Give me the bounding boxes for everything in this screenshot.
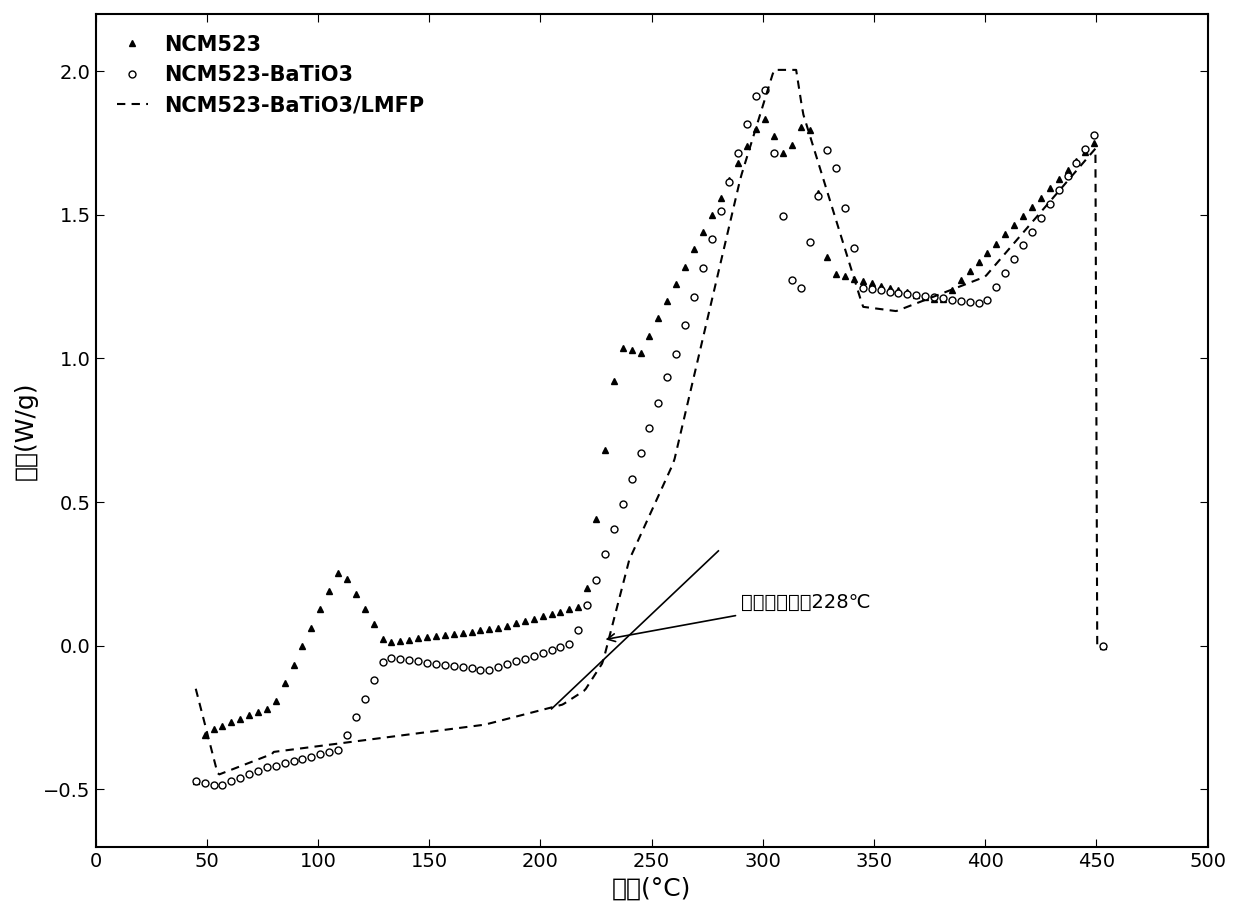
NCM523: [438, 630, 453, 641]
NCM523-BaTiO3: [206, 780, 221, 791]
NCM523: [1043, 183, 1058, 194]
NCM523-BaTiO3: [1033, 212, 1048, 223]
NCM523: [713, 192, 728, 203]
NCM523-BaTiO3: [446, 661, 461, 672]
NCM523: [1024, 201, 1039, 212]
Line: NCM523: NCM523: [192, 115, 1106, 784]
NCM523: [998, 228, 1013, 239]
NCM523-BaTiO3/LMFP: [1094, 640, 1109, 651]
Line: NCM523-BaTiO3: NCM523-BaTiO3: [192, 87, 1106, 789]
NCM523-BaTiO3: [758, 84, 773, 95]
NCM523-BaTiO3: [1007, 254, 1022, 265]
Line: NCM523-BaTiO3/LMFP: NCM523-BaTiO3/LMFP: [196, 69, 1101, 774]
NCM523: [188, 775, 203, 786]
NCM523-BaTiO3/LMFP: [934, 288, 949, 299]
Y-axis label: 热流(W/g): 热流(W/g): [14, 381, 38, 480]
X-axis label: 温度(°C): 温度(°C): [613, 877, 692, 900]
NCM523: [1016, 210, 1030, 221]
NCM523-BaTiO3/LMFP: [212, 769, 227, 780]
NCM523-BaTiO3: [1096, 640, 1111, 651]
NCM523-BaTiO3/LMFP: [729, 190, 744, 201]
Text: 放热起始温度228℃: 放热起始温度228℃: [608, 593, 870, 642]
NCM523: [758, 113, 773, 124]
NCM523-BaTiO3: [722, 176, 737, 187]
NCM523-BaTiO3/LMFP: [680, 399, 694, 410]
NCM523-BaTiO3/LMFP: [620, 561, 635, 572]
NCM523-BaTiO3/LMFP: [625, 547, 640, 558]
NCM523-BaTiO3: [1024, 226, 1039, 237]
Legend: NCM523, NCM523-BaTiO3, NCM523-BaTiO3/LMFP: NCM523, NCM523-BaTiO3, NCM523-BaTiO3/LMF…: [107, 25, 435, 126]
NCM523-BaTiO3/LMFP: [188, 684, 203, 695]
NCM523-BaTiO3/LMFP: [766, 64, 781, 75]
NCM523: [1096, 640, 1111, 651]
NCM523-BaTiO3: [188, 775, 203, 786]
NCM523-BaTiO3: [1052, 185, 1066, 196]
NCM523-BaTiO3/LMFP: [1075, 158, 1090, 169]
